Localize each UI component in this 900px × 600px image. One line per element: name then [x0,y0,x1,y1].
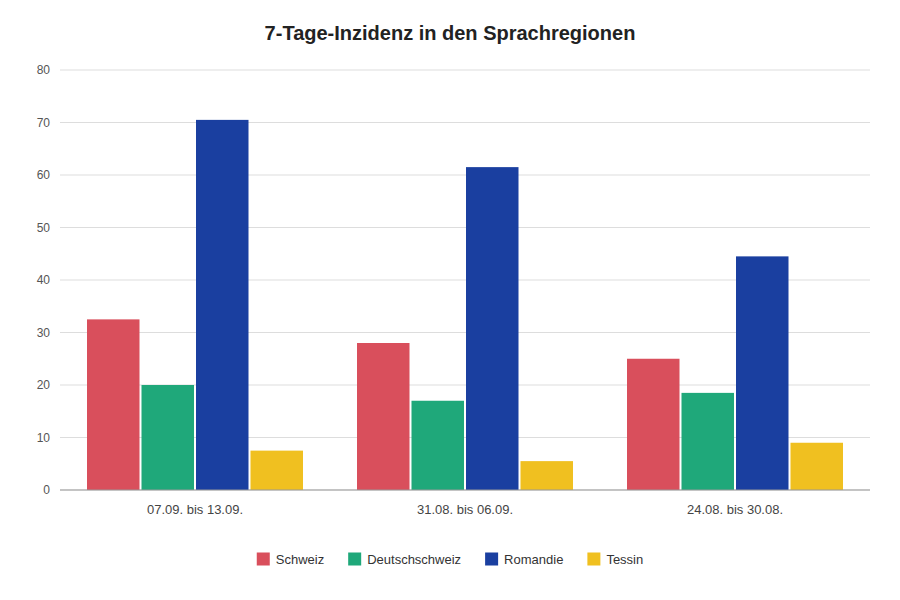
y-tick-label: 0 [43,483,50,497]
x-tick-label: 07.09. bis 13.09. [147,502,243,517]
bar [627,359,680,490]
bar [357,343,410,490]
x-axis-line [60,490,870,491]
page: {"chart_data": {"type": "bar", "title": … [0,0,900,600]
legend-item: Tessin [587,552,643,567]
y-tick-label: 60 [37,168,51,182]
grid [60,70,870,490]
bar [251,451,304,490]
legend-label: Romandie [504,552,563,567]
chart-svg: 7-Tage-Inzidenz in den Sprachregionen 0 10… [0,0,900,600]
legend-item: Deutschschweiz [348,552,461,567]
x-tick-label: 31.08. bis 06.09. [417,502,513,517]
y-tick-label: 30 [37,326,51,340]
grid-line [60,490,870,491]
bar [682,393,735,490]
legend-label: Deutschschweiz [367,552,461,567]
legend-label: Tessin [606,552,643,567]
x-axis: 07.09. bis 13.09. 31.08. bis 06.09. 24.08.… [147,502,783,517]
grid-line [60,175,870,176]
legend-swatch [587,553,600,566]
legend-label: Schweiz [276,552,324,567]
y-tick-label: 50 [37,221,51,235]
y-tick-label: 80 [37,63,51,77]
bar [466,167,519,490]
bar [791,443,844,490]
y-tick-label: 10 [37,431,51,445]
legend: Schweiz Deutschschweiz Romandie Tessin [257,552,643,567]
bar [412,401,465,490]
legend-item: Schweiz [257,552,324,567]
bar-series [87,319,680,490]
y-tick-label: 40 [37,273,51,287]
grid-line [60,70,870,71]
bar-series [196,120,789,490]
y-tick-label: 20 [37,378,51,392]
y-axis: 0 10 20 30 40 50 60 70 80 [37,63,51,497]
legend-item: Romandie [485,552,563,567]
bars [87,120,843,490]
bar [521,461,574,490]
chart-container: 7-Tage-Inzidenz in den Sprachregionen 0 10… [0,0,900,600]
grid-line [60,122,870,123]
x-tick-label: 24.08. bis 30.08. [687,502,783,517]
legend-swatch [257,553,270,566]
legend-swatch [348,553,361,566]
title: 7-Tage-Inzidenz in den Sprachregionen [265,22,636,44]
legend-swatch [485,553,498,566]
bar [196,120,249,490]
bar [142,385,195,490]
bar-series [251,443,844,490]
grid-line [60,227,870,228]
bar [736,256,789,490]
y-tick-label: 70 [37,116,51,130]
bar [87,319,140,490]
